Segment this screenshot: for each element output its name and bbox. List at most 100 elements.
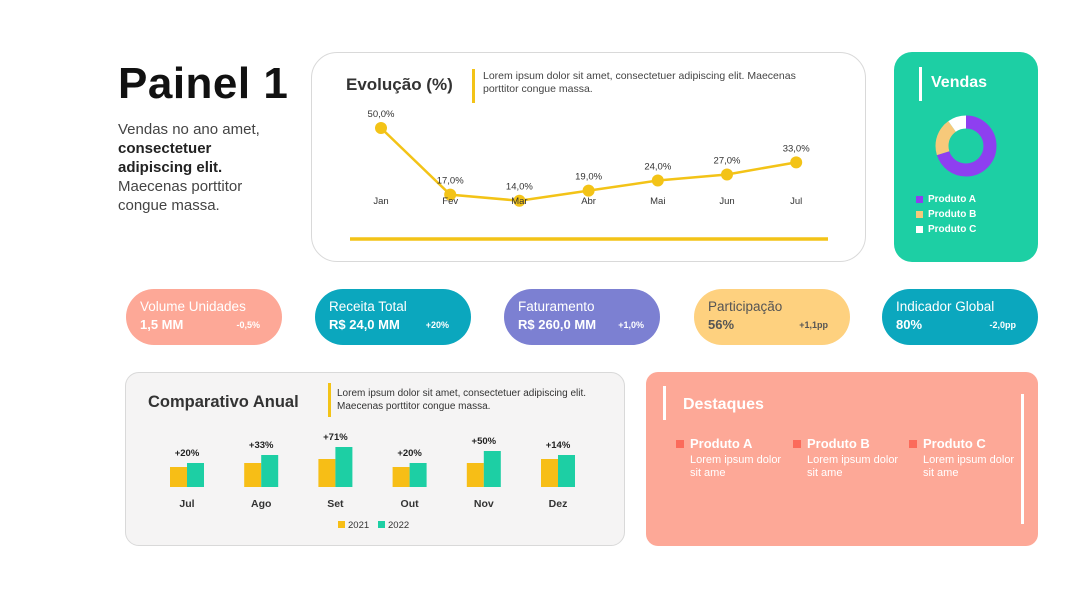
highlight-item-produto-a: Produto A Lorem ipsum dolor sit ame (676, 436, 786, 480)
kpi-delta: -2,0pp (989, 320, 1016, 330)
kpi-delta: +20% (425, 320, 449, 330)
kpi-label: Indicador Global (896, 299, 995, 314)
bar-category-label: Out (401, 498, 420, 510)
evolution-value-label: 17,0% (437, 176, 464, 187)
donut-slice (935, 115, 997, 177)
kpi-value: 1,5 MM (140, 317, 184, 332)
legend-item-produto-b: Produto B (916, 207, 976, 222)
donut-slice (935, 115, 997, 177)
bar-category-label: Jul (179, 498, 194, 510)
legend-label-2022: 2022 (388, 520, 409, 531)
highlight-item-produto-c: Produto C Lorem ipsum dolor sit ame (909, 436, 1019, 480)
bar-growth-label: +71% (323, 432, 348, 443)
highlight-item-title: Produto B (807, 436, 870, 451)
legend-label: Produto C (928, 224, 977, 235)
description-line: consectetuer (118, 140, 212, 157)
bar-2022 (409, 463, 427, 487)
evolution-point (582, 184, 595, 197)
evolution-value-label: 14,0% (506, 182, 533, 193)
evolution-card: Evolução (%) Lorem ipsum dolor sit amet,… (311, 52, 866, 262)
evolution-category-label: Jul (790, 196, 802, 207)
kpi-delta: +1,0% (618, 320, 644, 330)
evolution-value-label: 50,0% (368, 109, 395, 120)
evolution-point (513, 194, 526, 207)
annual-note: Lorem ipsum dolor sit amet, consectetuer… (337, 388, 587, 412)
bar-growth-label: +33% (249, 440, 274, 451)
kpi-volume-unidades[interactable]: Volume Unidades 1,5 MM -0,5% (126, 289, 282, 345)
evolution-value-label: 27,0% (714, 155, 741, 166)
evolution-point (651, 174, 664, 187)
kpi-delta: +1,1pp (799, 320, 828, 330)
evolution-value-label: 24,0% (644, 162, 671, 173)
highlight-item-produto-b: Produto B Lorem ipsum dolor sit ame (793, 436, 903, 480)
sales-accent-bar (919, 67, 922, 101)
highlight-item-title: Produto C (923, 436, 986, 451)
kpi-faturamento[interactable]: Faturamento R$ 260,0 MM +1,0% (504, 289, 660, 345)
bar-2021 (541, 459, 558, 487)
kpi-value: R$ 260,0 MM (518, 317, 597, 332)
legend-label-2021: 2021 (348, 520, 369, 531)
annual-bar-chart: +20% Jul +33% Ago +71% Set +20% Out +50% Nov +14% D… (170, 432, 575, 531)
highlights-title: Destaques (683, 396, 764, 413)
sales-card: Vendas Produto A Produto B Produto C (894, 52, 1038, 262)
evolution-category-label: Mai (650, 196, 665, 207)
legend-swatch (916, 226, 923, 233)
highlight-bullet (909, 439, 917, 448)
sales-title: Vendas (931, 74, 988, 91)
bar-growth-label: +50% (472, 436, 497, 447)
page-description: Vendas no ano amet, consectetuer adipisc… (118, 120, 308, 215)
highlights-card: Destaques Produto A Lorem ipsum dolor si… (646, 372, 1038, 546)
bar-2021 (466, 463, 484, 487)
evolution-value-label: 19,0% (575, 172, 602, 183)
bar-category-label: Set (327, 498, 344, 510)
evolution-title: Evolução (%) (346, 75, 453, 94)
kpi-value: R$ 24,0 MM (329, 317, 400, 332)
legend-swatch-2022 (378, 521, 385, 528)
header: Painel 1 Vendas no ano amet, consectetue… (118, 62, 308, 215)
bar-2022 (483, 451, 501, 487)
kpi-participacao[interactable]: Participação 56% +1,1pp (694, 289, 850, 345)
legend-swatch-2021 (338, 521, 345, 528)
legend-swatch (916, 196, 923, 203)
evolution-point (444, 188, 457, 201)
bar-2022 (558, 455, 575, 487)
kpi-receita-total[interactable]: Receita Total R$ 24,0 MM +20% (315, 289, 471, 345)
legend-label: Produto A (928, 194, 976, 205)
legend-item-produto-a: Produto A (916, 192, 976, 207)
bar-2021 (392, 467, 410, 487)
evolution-point (790, 156, 803, 169)
description-line: Vendas no ano amet, (118, 121, 260, 138)
bar-2022 (187, 463, 204, 487)
evolution-category-label: Jan (373, 196, 388, 207)
bar-growth-label: +20% (397, 448, 422, 459)
highlight-bullet (793, 439, 801, 448)
page-title: Painel 1 (118, 59, 289, 108)
evolution-point (721, 168, 733, 181)
kpi-indicador-global[interactable]: Indicador Global 80% -2,0pp (882, 289, 1038, 345)
bar-growth-label: +14% (546, 440, 571, 451)
kpi-value: 56% (708, 317, 735, 332)
description-line: Maecenas porttitor (118, 178, 243, 195)
kpi-value: 80% (896, 317, 923, 332)
evolution-point (375, 122, 387, 134)
kpi-label: Faturamento (518, 299, 595, 314)
evolution-category-label: Abr (581, 196, 596, 207)
kpi-delta: -0,5% (236, 320, 260, 330)
bar-2022 (335, 447, 353, 487)
legend-swatch (916, 211, 923, 218)
evolution-category-label: Mar (511, 196, 527, 207)
evolution-note: Lorem ipsum dolor sit amet, consectetuer… (483, 70, 796, 95)
highlight-item-text: Lorem ipsum dolor sit ame (807, 454, 899, 479)
bar-2022 (261, 455, 279, 487)
highlight-bullet (676, 439, 684, 448)
sales-legend: Produto A Produto B Produto C (916, 192, 976, 237)
bar-category-label: Ago (251, 498, 271, 510)
bar-category-label: Dez (549, 498, 568, 510)
highlight-item-text: Lorem ipsum dolor sit ame (923, 454, 1015, 479)
description-line: adipiscing elit. (118, 159, 223, 176)
kpi-label: Receita Total (329, 299, 407, 314)
evolution-category-label: Jun (719, 196, 734, 207)
annual-title: Comparativo Anual (148, 393, 299, 411)
description-line: congue massa. (118, 197, 220, 214)
evolution-value-label: 33,0% (783, 143, 810, 154)
